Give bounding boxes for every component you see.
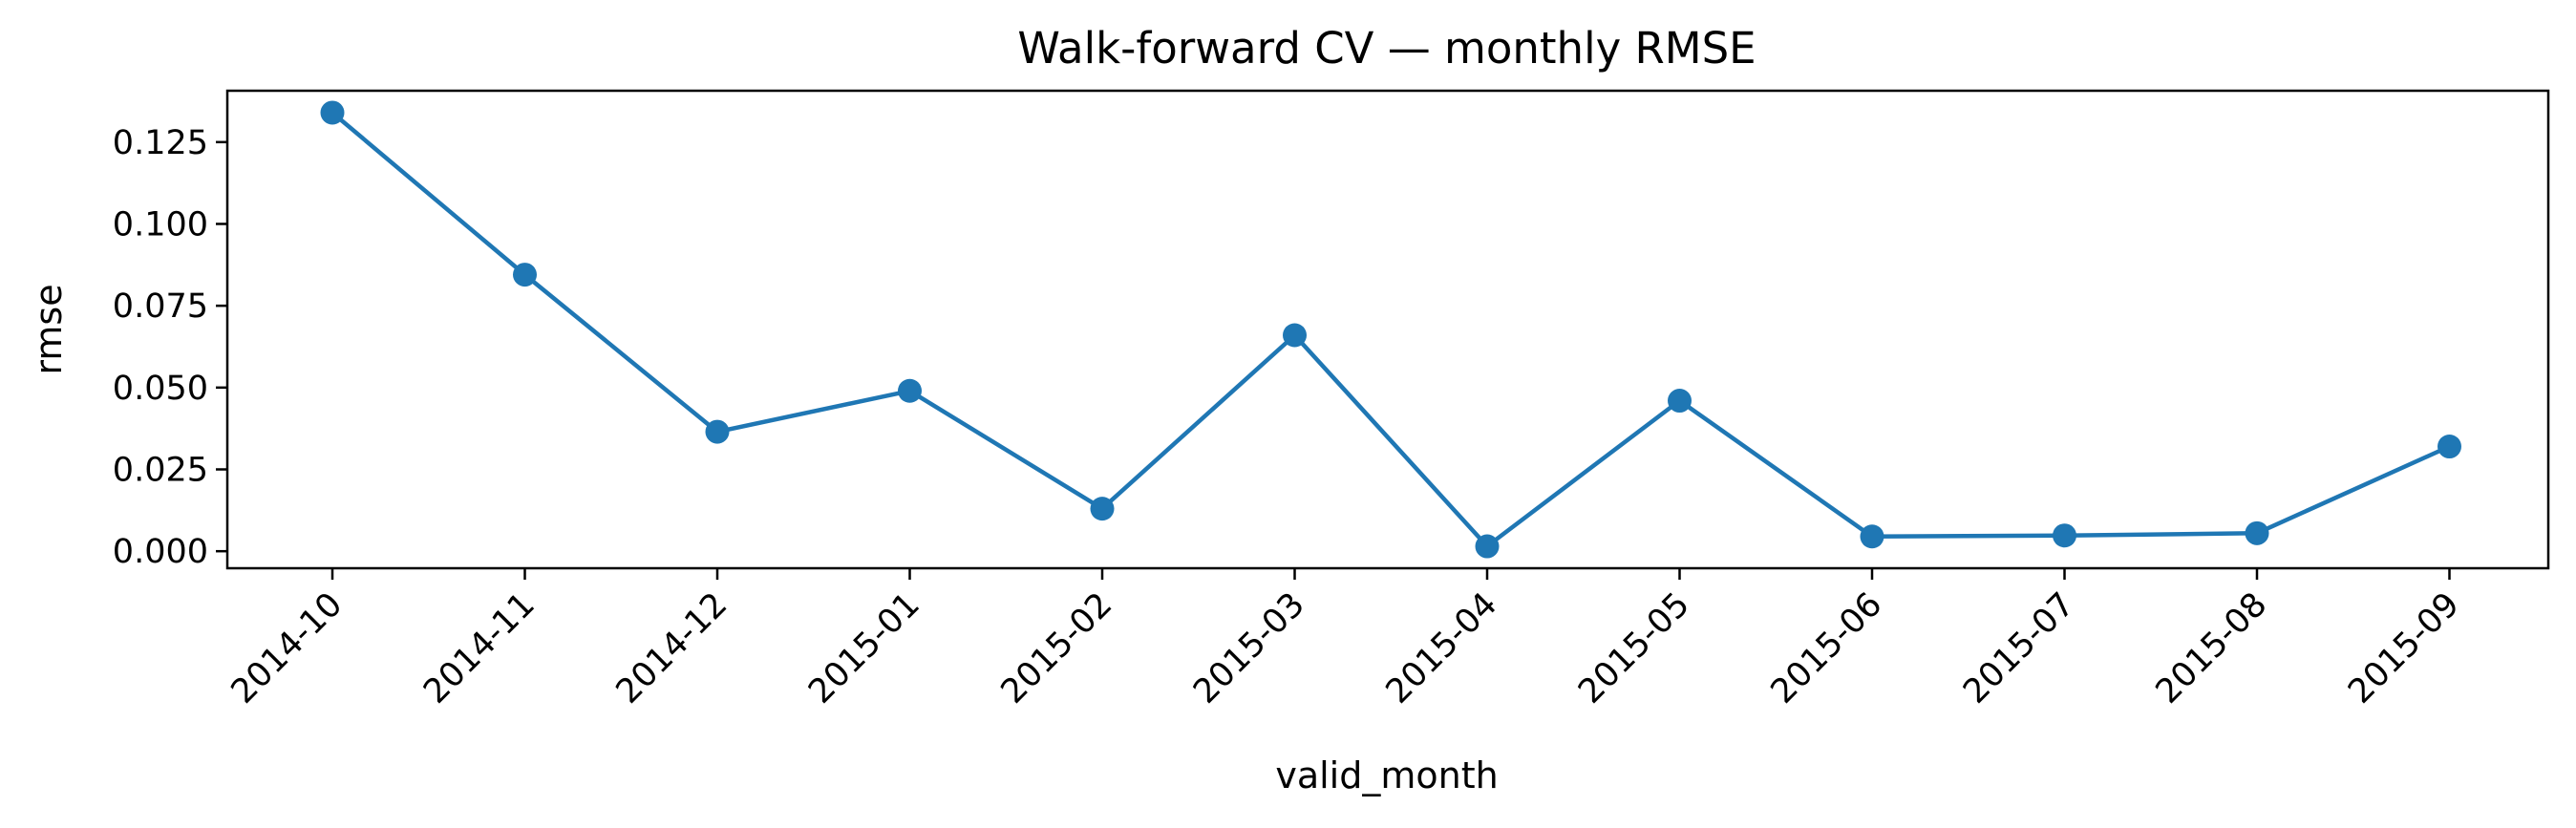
y-axis-label: rmse: [28, 284, 70, 374]
y-tick-label: 0.000: [113, 533, 208, 571]
y-tick-label: 0.125: [113, 124, 208, 162]
data-point: [513, 263, 537, 287]
y-tick-label: 0.050: [113, 370, 208, 408]
data-point: [2053, 523, 2076, 548]
data-point: [898, 378, 922, 403]
y-tick-label: 0.025: [113, 452, 208, 490]
data-point: [705, 419, 730, 444]
data-point: [1475, 534, 1500, 559]
data-point: [2438, 435, 2461, 459]
series-line: [330, 111, 2451, 549]
data-point: [2245, 520, 2269, 545]
y-tick-label: 0.075: [113, 287, 208, 326]
chart-title: Walk-forward CV — monthly RMSE: [1017, 23, 1756, 74]
y-tick-label: 0.100: [113, 205, 208, 244]
data-point: [1090, 497, 1115, 521]
data-point: [1668, 389, 1692, 414]
x-axis-label: valid_month: [1275, 754, 1498, 796]
axes-frame: [225, 89, 2550, 570]
data-point: [1860, 524, 1884, 549]
data-point: [320, 100, 345, 125]
data-point: [1283, 323, 1307, 348]
